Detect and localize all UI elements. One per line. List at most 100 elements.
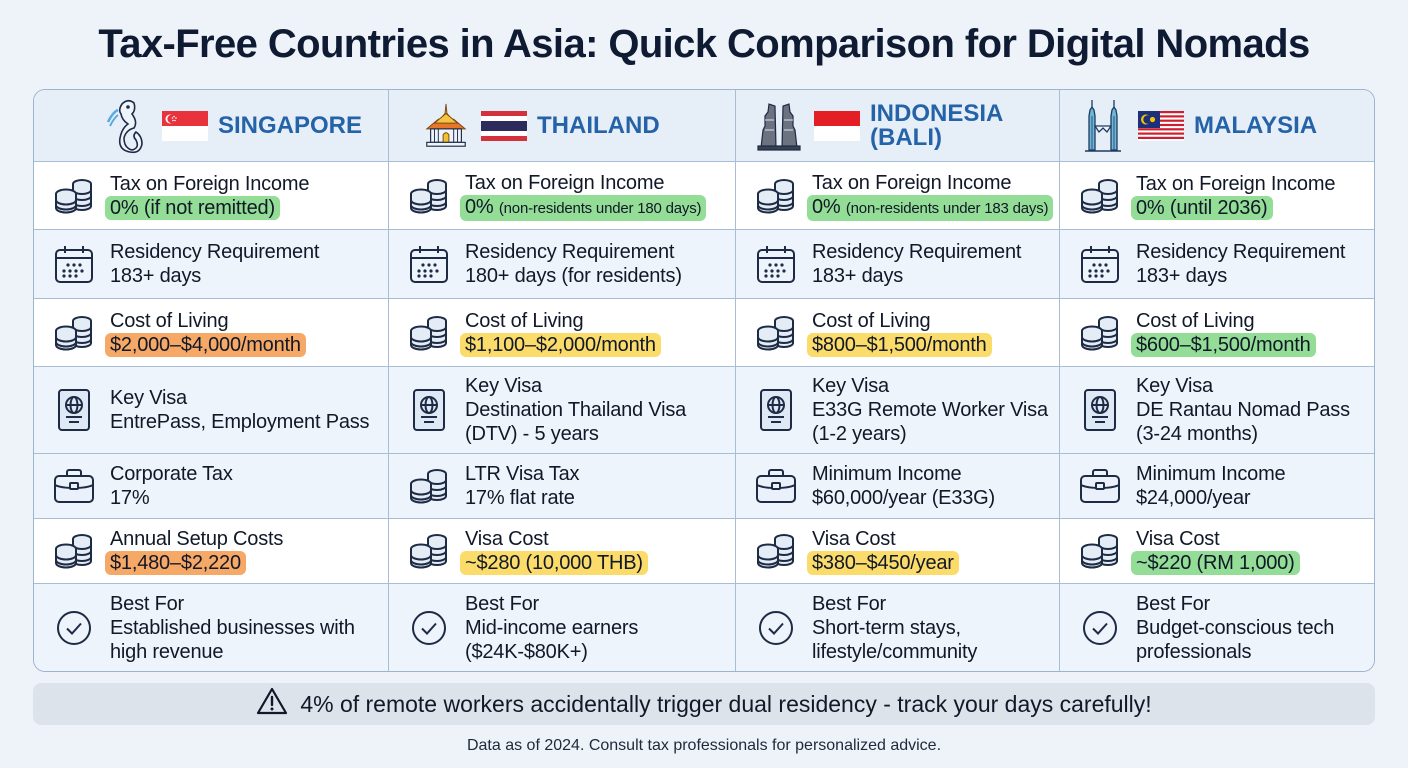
thailand-flag-icon (481, 110, 527, 141)
briefcase-icon (52, 464, 96, 508)
cell-label: Cost of Living (110, 309, 229, 332)
cell-label: Cost of Living (812, 309, 931, 332)
cell-label: Cost of Living (465, 309, 584, 332)
cell-label: Residency Requirement (110, 241, 320, 263)
cell-label: Tax on Foreign Income (812, 171, 1012, 194)
warning-text: 4% of remote workers accidentally trigge… (300, 690, 1152, 717)
calendar-icon (754, 242, 798, 286)
table-cell: Residency Requirement 183+ days (736, 230, 1060, 299)
coins-icon (754, 529, 798, 573)
calendar-icon (407, 242, 451, 286)
cell-label: Corporate Tax (110, 463, 233, 485)
table-cell: Tax on Foreign Income 0% (non-residents u… (389, 162, 736, 230)
briefcase-icon (1078, 464, 1122, 508)
cell-value: $24,000/year (1136, 487, 1251, 509)
table-cell: Cost of Living $800–$1,500/month (736, 299, 1060, 367)
country-header-1: THAILAND (389, 90, 736, 162)
cell-value: ~$220 (RM 1,000) (1131, 551, 1300, 575)
cell-value: $2,000–$4,000/month (105, 332, 306, 357)
coins-icon (754, 311, 798, 355)
table-cell: Annual Setup Costs $1,480–$2,220 (34, 519, 389, 584)
cell-value: 17% (110, 487, 150, 509)
table-cell: Key Visa EntrePass, Employment Pass (34, 367, 389, 454)
cell-label: Visa Cost (812, 528, 896, 550)
cell-label: Key Visa (1136, 375, 1213, 397)
table-cell: Visa Cost ~$220 (RM 1,000) (1060, 519, 1374, 584)
cell-label: Cost of Living (1136, 309, 1255, 332)
check-circle-icon (1078, 606, 1122, 650)
coins-icon (52, 529, 96, 573)
table-cell: Key Visa DE Rantau Nomad Pass (3-24 month… (1060, 367, 1374, 454)
table-cell: Tax on Foreign Income 0% (if not remitted… (34, 162, 389, 230)
table-cell: Tax on Foreign Income 0% (non-residents u… (736, 162, 1060, 230)
passport-icon (407, 388, 451, 432)
warning-triangle-icon (256, 686, 288, 722)
cell-label: Key Visa (812, 375, 889, 397)
cell-value: 183+ days (1136, 265, 1228, 287)
cell-label: Best For (110, 592, 184, 615)
cell-label: Tax on Foreign Income (465, 171, 665, 194)
table-cell: Corporate Tax 17% (34, 454, 389, 519)
cell-value: Budget-conscious tech professionals (1136, 616, 1335, 663)
cell-value: 17% flat rate (465, 487, 575, 509)
check-circle-icon (754, 606, 798, 650)
cell-label: Residency Requirement (465, 241, 675, 263)
cell-label: Tax on Foreign Income (110, 172, 310, 195)
warning-banner: 4% of remote workers accidentally trigge… (33, 683, 1375, 725)
country-name: THAILAND (537, 111, 660, 139)
page-title: Tax-Free Countries in Asia: Quick Compar… (98, 22, 1310, 66)
cell-value: 180+ days (for residents) (465, 265, 682, 287)
thai-temple-icon (421, 99, 471, 153)
passport-icon (52, 388, 96, 432)
cell-value: Mid-income earners ($24K-$80K+) (465, 616, 639, 663)
table-cell: Residency Requirement 183+ days (1060, 230, 1374, 299)
coins-icon (754, 174, 798, 218)
cell-value: 0% (non-residents under 180 days) (460, 194, 707, 221)
cell-label: Minimum Income (1136, 463, 1286, 485)
table-cell: Tax on Foreign Income 0% (until 2036) (1060, 162, 1374, 230)
table-cell: Best For Budget-conscious tech profession… (1060, 584, 1374, 671)
table-cell: Best For Established businesses with high… (34, 584, 389, 671)
cell-label: Residency Requirement (1136, 241, 1346, 263)
table-cell: Cost of Living $2,000–$4,000/month (34, 299, 389, 367)
cell-value: Short-term stays, lifestyle/community (812, 616, 978, 663)
cell-value: 0% (until 2036) (1131, 195, 1273, 220)
comparison-table: SINGAPORE THAILAND INDONESIA (BALI) MALAYSI… (33, 89, 1375, 672)
cell-value: 183+ days (812, 265, 904, 287)
coins-icon (407, 529, 451, 573)
calendar-icon (1078, 242, 1122, 286)
coins-icon (1078, 529, 1122, 573)
cell-label: Visa Cost (1136, 528, 1220, 550)
country-name: SINGAPORE (218, 111, 363, 139)
cell-value: Destination Thailand Visa (DTV) - 5 year… (465, 399, 687, 445)
cell-value: Established businesses with high revenue (110, 616, 355, 663)
table-cell: Best For Short-term stays, lifestyle/comm… (736, 584, 1060, 671)
calendar-icon (52, 242, 96, 286)
table-cell: Minimum Income $60,000/year (E33G) (736, 454, 1060, 519)
table-cell: Key Visa E33G Remote Worker Visa (1-2 yea… (736, 367, 1060, 454)
bali-gate-icon (754, 99, 804, 153)
coins-icon (407, 311, 451, 355)
cell-label: Annual Setup Costs (110, 528, 284, 550)
passport-icon (1078, 388, 1122, 432)
country-header-3: MALAYSIA (1060, 90, 1374, 162)
singapore-flag-icon (162, 110, 208, 141)
cell-value: 0% (non-residents under 183 days) (807, 194, 1054, 221)
cell-label: Minimum Income (812, 463, 962, 485)
indonesia-flag-icon (814, 110, 860, 141)
country-header-0: SINGAPORE (34, 90, 389, 162)
cell-label: Visa Cost (465, 528, 549, 550)
table-cell: Residency Requirement 183+ days (34, 230, 389, 299)
coins-icon (407, 464, 451, 508)
table-cell: Cost of Living $600–$1,500/month (1060, 299, 1374, 367)
cell-value: ~$280 (10,000 THB) (460, 551, 648, 575)
table-cell: Cost of Living $1,100–$2,000/month (389, 299, 736, 367)
cell-label: Key Visa (110, 387, 187, 409)
table-cell: Key Visa Destination Thailand Visa (DTV) … (389, 367, 736, 454)
passport-icon (754, 388, 798, 432)
footer-note: Data as of 2024. Consult tax professiona… (466, 737, 942, 754)
cell-value: DE Rantau Nomad Pass (3-24 months) (1136, 399, 1350, 445)
coins-icon (52, 174, 96, 218)
cell-label: LTR Visa Tax (465, 463, 580, 485)
cell-label: Tax on Foreign Income (1136, 172, 1336, 195)
